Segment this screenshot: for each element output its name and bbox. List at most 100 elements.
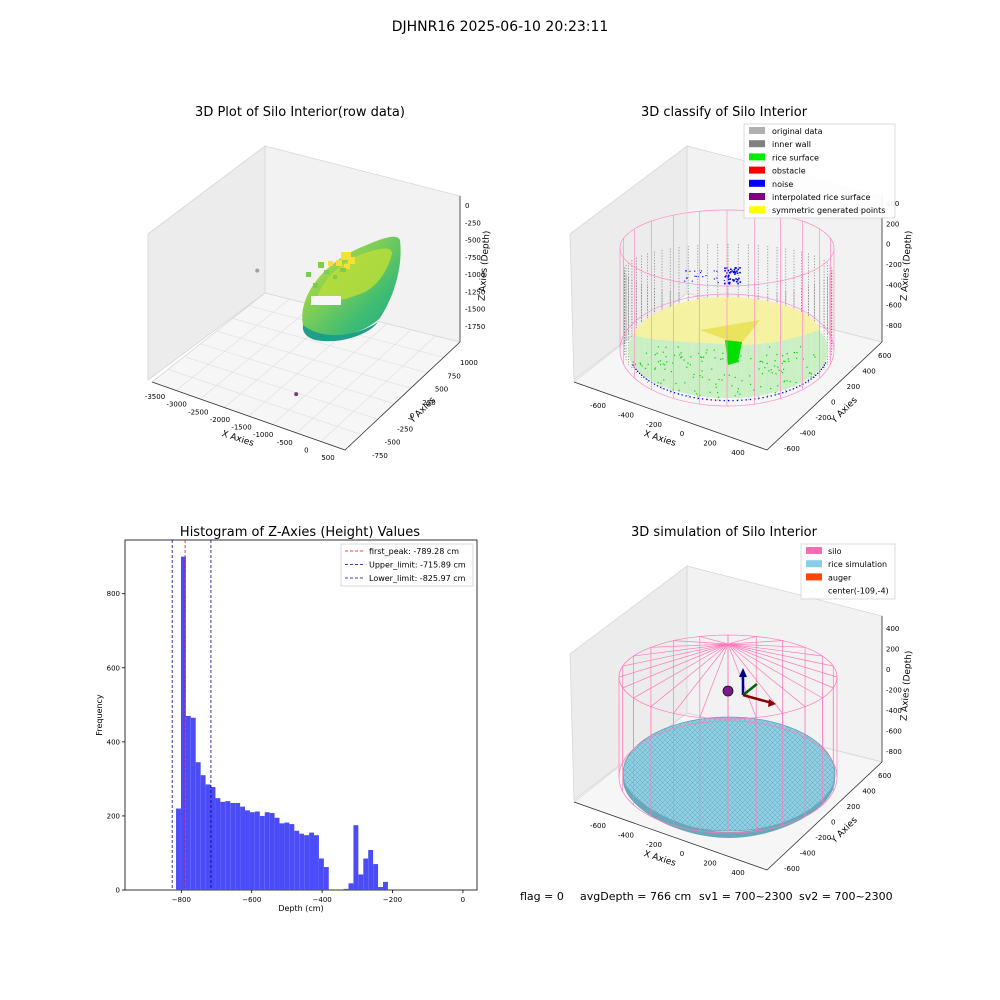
y-tick-label: 600 <box>107 664 120 672</box>
subplot2-legend: original data inner wall rice surface obsta… <box>743 123 896 219</box>
sv2-text: sv2 = 700~2300 <box>799 890 893 903</box>
histogram-y-ticks: 0 200 400 600 800 <box>107 590 125 895</box>
histogram-bar <box>358 874 364 890</box>
subplot1-x-ticks: -3500-3000-2500-2000-1500-1000 -500 0 500 <box>145 393 335 462</box>
subplot-classify: 3D classify of Silo Interior -600-400-20… <box>569 105 915 457</box>
auger <box>739 668 776 707</box>
legend-label: first_peak: -789.28 cm <box>369 547 459 556</box>
x-tick-label: 0 <box>461 896 465 904</box>
rice-shell-front <box>302 322 378 342</box>
subplot4-z-ticks: 400 200 0 -200 -400 -600 -800 <box>886 625 902 756</box>
x-tick-label: -400 <box>618 411 634 419</box>
status-footer: flag = 0 avgDepth = 766 cm sv1 = 700~230… <box>520 890 893 903</box>
histogram-bar <box>185 715 191 890</box>
legend-swatch <box>806 573 822 581</box>
z-tick-label: -800 <box>886 748 902 756</box>
x-tick-label: -1000 <box>253 431 273 439</box>
histogram-bar <box>254 811 260 890</box>
y-tick-label: 1000 <box>460 359 478 367</box>
rice-shell-inner <box>316 248 392 302</box>
histogram-bar <box>294 830 300 890</box>
y-tick-label: 600 <box>878 772 891 780</box>
subplot2-title: 3D classify of Silo Interior <box>641 105 808 120</box>
legend-label: center(-109,-4) <box>828 587 889 596</box>
y-tick-label: 750 <box>447 372 460 380</box>
y-tick-label: 400 <box>107 738 120 746</box>
z-tick-label: -1750 <box>465 323 485 331</box>
subplot1-xlabel: X Axies <box>220 429 255 449</box>
avg-depth-text: avgDepth = 766 cm <box>580 890 691 903</box>
histogram-bar <box>299 833 305 890</box>
subplot4-legend: silo rice simulation auger center(-109,-4) <box>800 543 896 600</box>
z-tick-label: -400 <box>886 281 902 289</box>
subplot4-x-ticks: -600 -400 -200 0 200 400 <box>590 822 745 877</box>
legend-swatch <box>749 193 765 200</box>
histogram-bar <box>249 812 255 890</box>
subplot1-box <box>147 145 461 451</box>
histogram-bars <box>176 556 388 890</box>
histogram-bar <box>176 808 181 890</box>
histogram-xlabel: Depth (cm) <box>278 904 323 913</box>
y-tick-label: 200 <box>107 812 120 820</box>
histogram-bar <box>210 787 216 890</box>
histogram-bar <box>205 784 211 890</box>
subplot-row-data: 3D Plot of Silo Interior(row data) <box>145 105 493 462</box>
z-tick-label: -600 <box>886 302 902 310</box>
x-tick-label: -600 <box>590 822 606 830</box>
histogram-bar <box>230 802 236 890</box>
z-tick-label: -750 <box>465 254 481 262</box>
x-tick-label: 200 <box>703 860 716 868</box>
y-tick-label: -600 <box>784 865 800 873</box>
histogram-bar <box>225 801 231 890</box>
subplot2-data <box>619 209 835 407</box>
legend-label: obstacle <box>772 167 806 176</box>
histogram-ylabel: Frequency <box>95 694 104 736</box>
histogram-bar <box>363 858 369 890</box>
legend-label: symmetric generated points <box>772 206 885 215</box>
histogram-bar <box>269 812 275 890</box>
legend-label: noise <box>772 180 793 189</box>
y-tick-label: -200 <box>815 834 831 842</box>
z-tick-label: -600 <box>886 728 902 736</box>
z-tick-label: -500 <box>465 237 481 245</box>
histogram-bar <box>373 864 379 890</box>
figure-title: DJHNR16 2025-06-10 20:23:11 <box>392 19 609 35</box>
x-tick-label: -2500 <box>188 408 208 416</box>
x-tick-label: 500 <box>321 454 334 462</box>
x-tick-label: −800 <box>172 896 191 904</box>
legend-label: rice surface <box>772 153 819 162</box>
histogram-bar <box>215 798 221 890</box>
histogram-bar <box>353 825 359 890</box>
subplot4-zlabel: Z Axies (Depth) <box>900 650 915 721</box>
histogram-bar <box>190 717 196 890</box>
histogram-bar <box>323 867 329 890</box>
z-tick-label: 0 <box>886 241 890 249</box>
legend-label: inner wall <box>772 140 811 149</box>
subplot1-zlabel: Z Axies (Depth) <box>478 230 493 301</box>
histogram-bar <box>180 556 186 890</box>
y-tick-label: 0 <box>410 412 414 420</box>
y-tick-label: -400 <box>800 850 816 858</box>
y-tick-label: 500 <box>435 386 448 394</box>
legend-swatch <box>749 140 765 148</box>
histogram-bar <box>343 888 349 890</box>
legend-swatch <box>749 127 765 134</box>
legend-label: auger <box>828 573 852 582</box>
y-tick-label: 200 <box>847 383 860 391</box>
y-tick-label: 400 <box>862 788 875 796</box>
subplot3-title: Histogram of Z-Axies (Height) Values <box>180 525 420 540</box>
histogram-bar <box>235 802 241 890</box>
histogram-bar <box>259 815 265 890</box>
z-tick-label: -400 <box>886 707 902 715</box>
x-tick-label: -200 <box>646 841 662 849</box>
y-tick-label: -500 <box>385 439 401 447</box>
outlier-point <box>255 268 260 273</box>
legend-label: Upper_limit: -715.89 cm <box>369 561 466 570</box>
z-tick-label: -250 <box>465 219 481 227</box>
histogram-bar <box>378 887 383 890</box>
subplot2-x-ticks: -600 -400 -200 0 200 400 <box>590 402 745 457</box>
y-tick-label: 400 <box>862 368 875 376</box>
subplot2-zlabel: Z Axies (Depth) <box>900 230 915 301</box>
y-tick-label: -750 <box>372 452 388 460</box>
